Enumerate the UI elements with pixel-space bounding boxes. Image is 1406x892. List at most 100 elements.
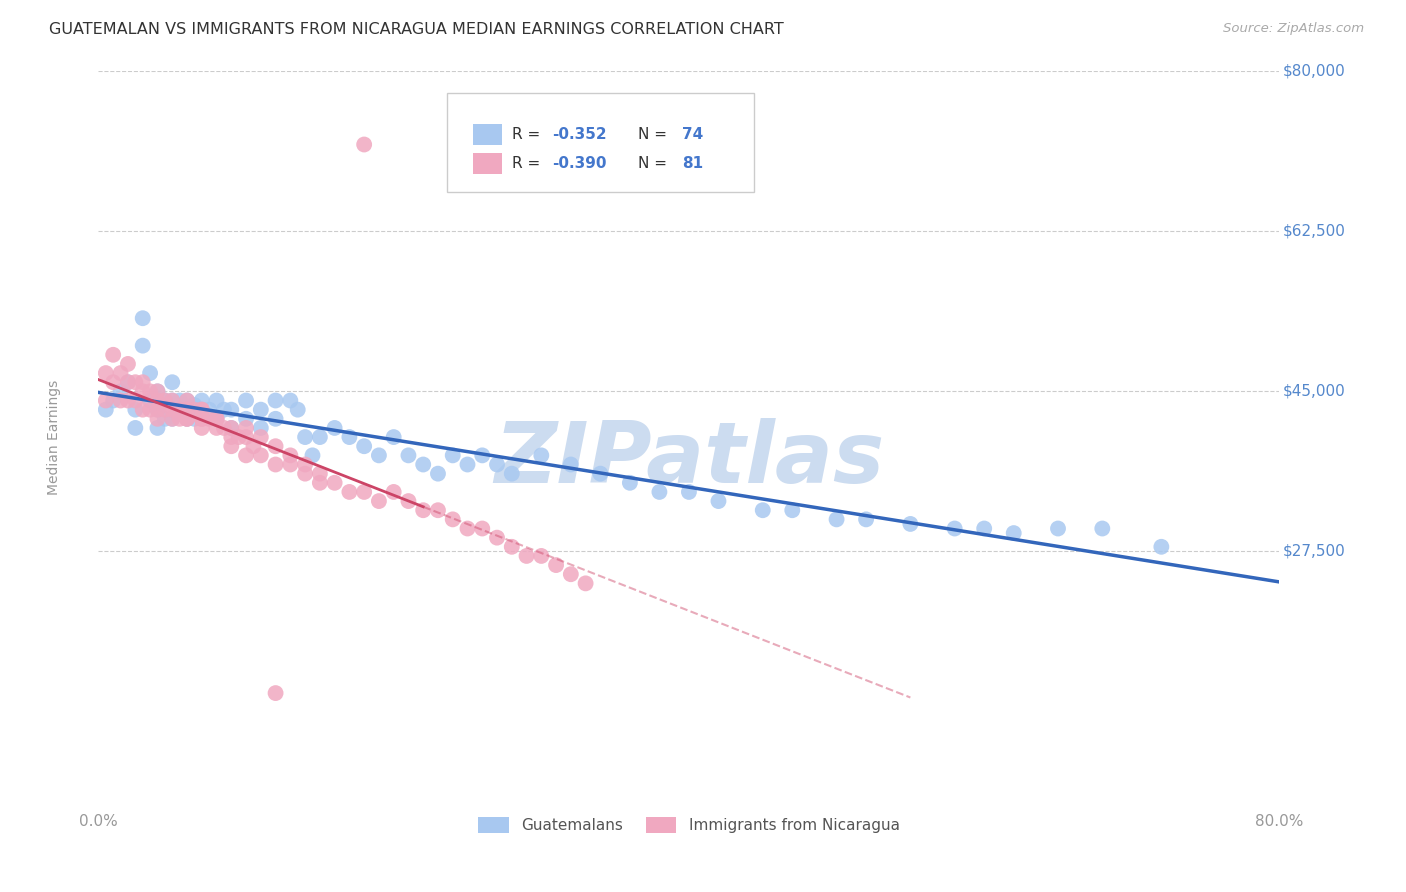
Point — [191, 393, 214, 408]
Point — [235, 430, 257, 444]
Point — [183, 398, 205, 412]
Point — [242, 439, 264, 453]
Text: ZIPatlas: ZIPatlas — [494, 417, 884, 500]
Point — [560, 458, 582, 472]
Point — [146, 402, 169, 417]
Point — [132, 384, 155, 399]
Point — [752, 503, 775, 517]
FancyBboxPatch shape — [447, 94, 754, 192]
Text: 81: 81 — [682, 156, 703, 171]
Text: Median Earnings: Median Earnings — [46, 379, 60, 495]
Point — [146, 402, 169, 417]
Point — [287, 402, 309, 417]
Point — [94, 366, 117, 380]
Point — [235, 448, 257, 462]
Point — [176, 411, 198, 425]
Point — [103, 375, 125, 389]
Point — [339, 430, 361, 444]
Point — [309, 430, 332, 444]
Point — [250, 448, 273, 462]
Point — [117, 393, 139, 408]
Point — [323, 475, 346, 490]
Point — [782, 503, 804, 517]
Point — [264, 393, 287, 408]
Point — [235, 393, 257, 408]
Point — [264, 458, 287, 472]
Point — [560, 567, 582, 582]
Text: $80,000: $80,000 — [1284, 64, 1346, 78]
Point — [153, 393, 176, 408]
Point — [382, 430, 405, 444]
Point — [176, 402, 198, 417]
Point — [117, 357, 139, 371]
Point — [943, 521, 966, 535]
Point — [169, 411, 191, 425]
Point — [589, 467, 612, 481]
Point — [146, 384, 169, 399]
Point — [427, 467, 450, 481]
Point — [146, 411, 169, 425]
Point — [353, 439, 375, 453]
Point — [501, 540, 523, 554]
Text: N =: N = — [638, 156, 672, 171]
Point — [117, 375, 139, 389]
Point — [205, 393, 228, 408]
Point — [546, 558, 568, 573]
Point — [221, 421, 243, 435]
Point — [250, 402, 273, 417]
Point — [412, 503, 434, 517]
Point — [323, 421, 346, 435]
Point — [132, 311, 155, 326]
Point — [368, 494, 391, 508]
Point — [294, 467, 316, 481]
Point — [707, 494, 730, 508]
Point — [205, 411, 228, 425]
Point — [441, 512, 464, 526]
Point — [855, 512, 877, 526]
Point — [250, 421, 273, 435]
Point — [169, 393, 191, 408]
Point — [264, 439, 287, 453]
Point — [176, 411, 198, 425]
Point — [110, 366, 132, 380]
Point — [678, 484, 700, 499]
Point — [1002, 526, 1025, 541]
Text: $45,000: $45,000 — [1284, 384, 1346, 399]
Point — [103, 393, 125, 408]
Point — [205, 421, 228, 435]
Text: R =: R = — [512, 156, 546, 171]
Point — [280, 393, 302, 408]
Text: 74: 74 — [682, 127, 703, 142]
Point — [457, 521, 479, 535]
Point — [221, 402, 243, 417]
Point — [900, 516, 922, 531]
Point — [153, 411, 176, 425]
Point — [191, 402, 214, 417]
Point — [169, 402, 191, 417]
Point — [124, 393, 146, 408]
Point — [235, 421, 257, 435]
Point — [221, 421, 243, 435]
Point — [162, 411, 183, 425]
Point — [139, 402, 162, 417]
Point — [441, 448, 464, 462]
Text: $62,500: $62,500 — [1284, 224, 1346, 239]
Point — [146, 421, 169, 435]
Text: N =: N = — [638, 127, 672, 142]
Text: $27,500: $27,500 — [1284, 544, 1346, 559]
Point — [280, 448, 302, 462]
Point — [398, 448, 420, 462]
Point — [264, 686, 287, 700]
Point — [1150, 540, 1173, 554]
Point — [139, 384, 162, 399]
Text: Source: ZipAtlas.com: Source: ZipAtlas.com — [1223, 22, 1364, 36]
Point — [212, 421, 235, 435]
Point — [205, 411, 228, 425]
Point — [169, 402, 191, 417]
Point — [153, 393, 176, 408]
Bar — [472, 153, 502, 174]
Point — [191, 411, 214, 425]
Point — [94, 393, 117, 408]
Text: -0.390: -0.390 — [553, 156, 606, 171]
Point — [117, 375, 139, 389]
